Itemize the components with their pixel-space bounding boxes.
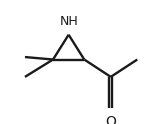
Text: O: O xyxy=(105,115,116,124)
Text: NH: NH xyxy=(59,15,78,28)
